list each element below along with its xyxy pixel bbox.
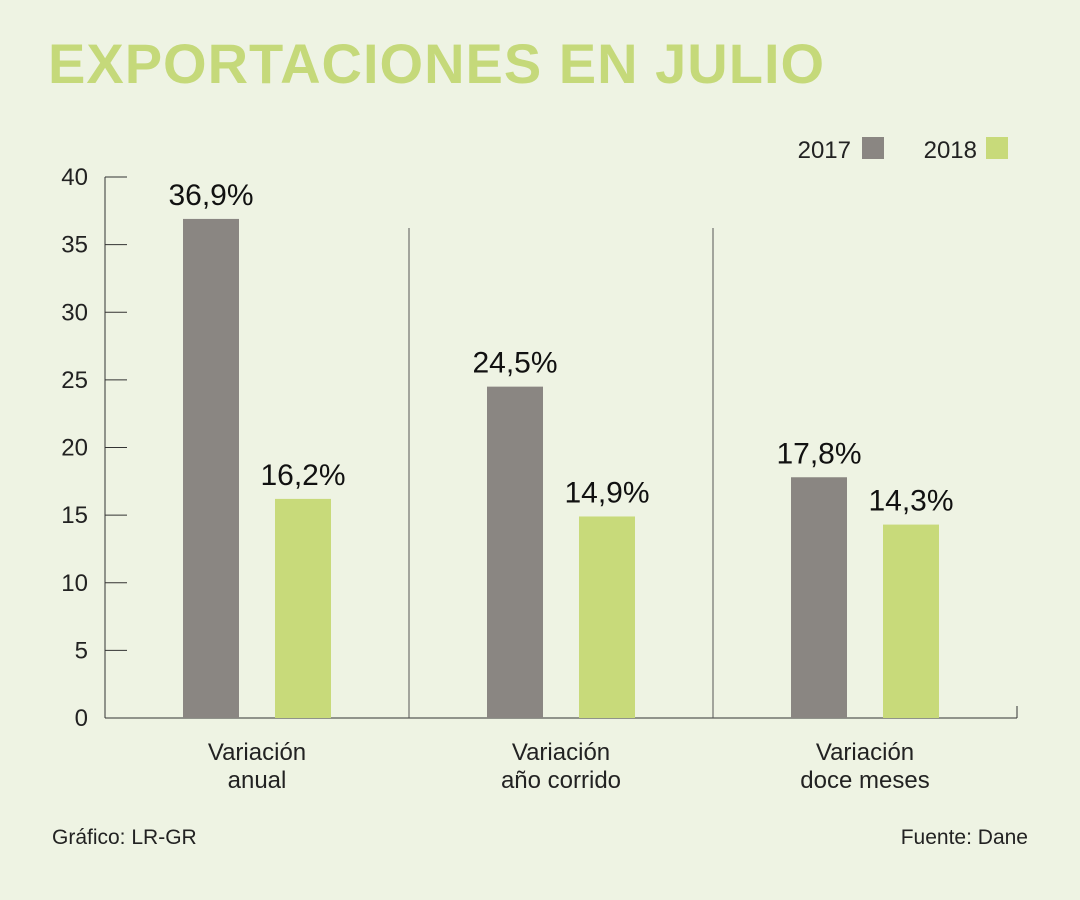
y-tick-label: 35 (61, 232, 88, 259)
legend-label-2018: 2018 (924, 137, 977, 164)
category-label: Variación (208, 739, 306, 766)
y-tick-label: 20 (61, 435, 88, 462)
y-tick-label: 40 (61, 164, 88, 191)
bar-2017 (487, 386, 543, 718)
data-label: 17,8% (776, 437, 861, 470)
y-tick-label: 25 (61, 367, 88, 394)
bar-2018 (883, 524, 939, 718)
bar-2018 (275, 498, 331, 718)
category-label: Variación (816, 739, 914, 766)
bar-2017 (791, 477, 847, 718)
y-tick-label: 10 (61, 570, 88, 597)
category-label: anual (228, 767, 287, 794)
y-tick-label: 5 (75, 637, 88, 664)
y-tick-label: 30 (61, 299, 88, 326)
source-text: Fuente: Dane (900, 826, 1028, 849)
bar-2017 (183, 218, 239, 719)
y-tick-label: 15 (61, 502, 88, 529)
data-label: 14,3% (868, 485, 953, 518)
credit-text: Gráfico: LR-GR (52, 826, 197, 849)
data-label: 24,5% (472, 347, 557, 380)
chart-title: EXPORTACIONES EN JULIO (48, 32, 826, 95)
data-label: 16,2% (260, 459, 345, 492)
category-label: doce meses (800, 767, 929, 794)
legend-label-2017: 2017 (798, 137, 851, 164)
legend-swatch-2017 (862, 137, 884, 159)
category-label: año corrido (501, 767, 621, 794)
category-label: Variación (512, 739, 610, 766)
data-label: 36,9% (168, 179, 253, 212)
legend-swatch-2018 (986, 137, 1008, 159)
bar-2018 (579, 516, 635, 718)
data-label: 14,9% (564, 476, 649, 509)
y-tick-label: 0 (75, 705, 88, 732)
